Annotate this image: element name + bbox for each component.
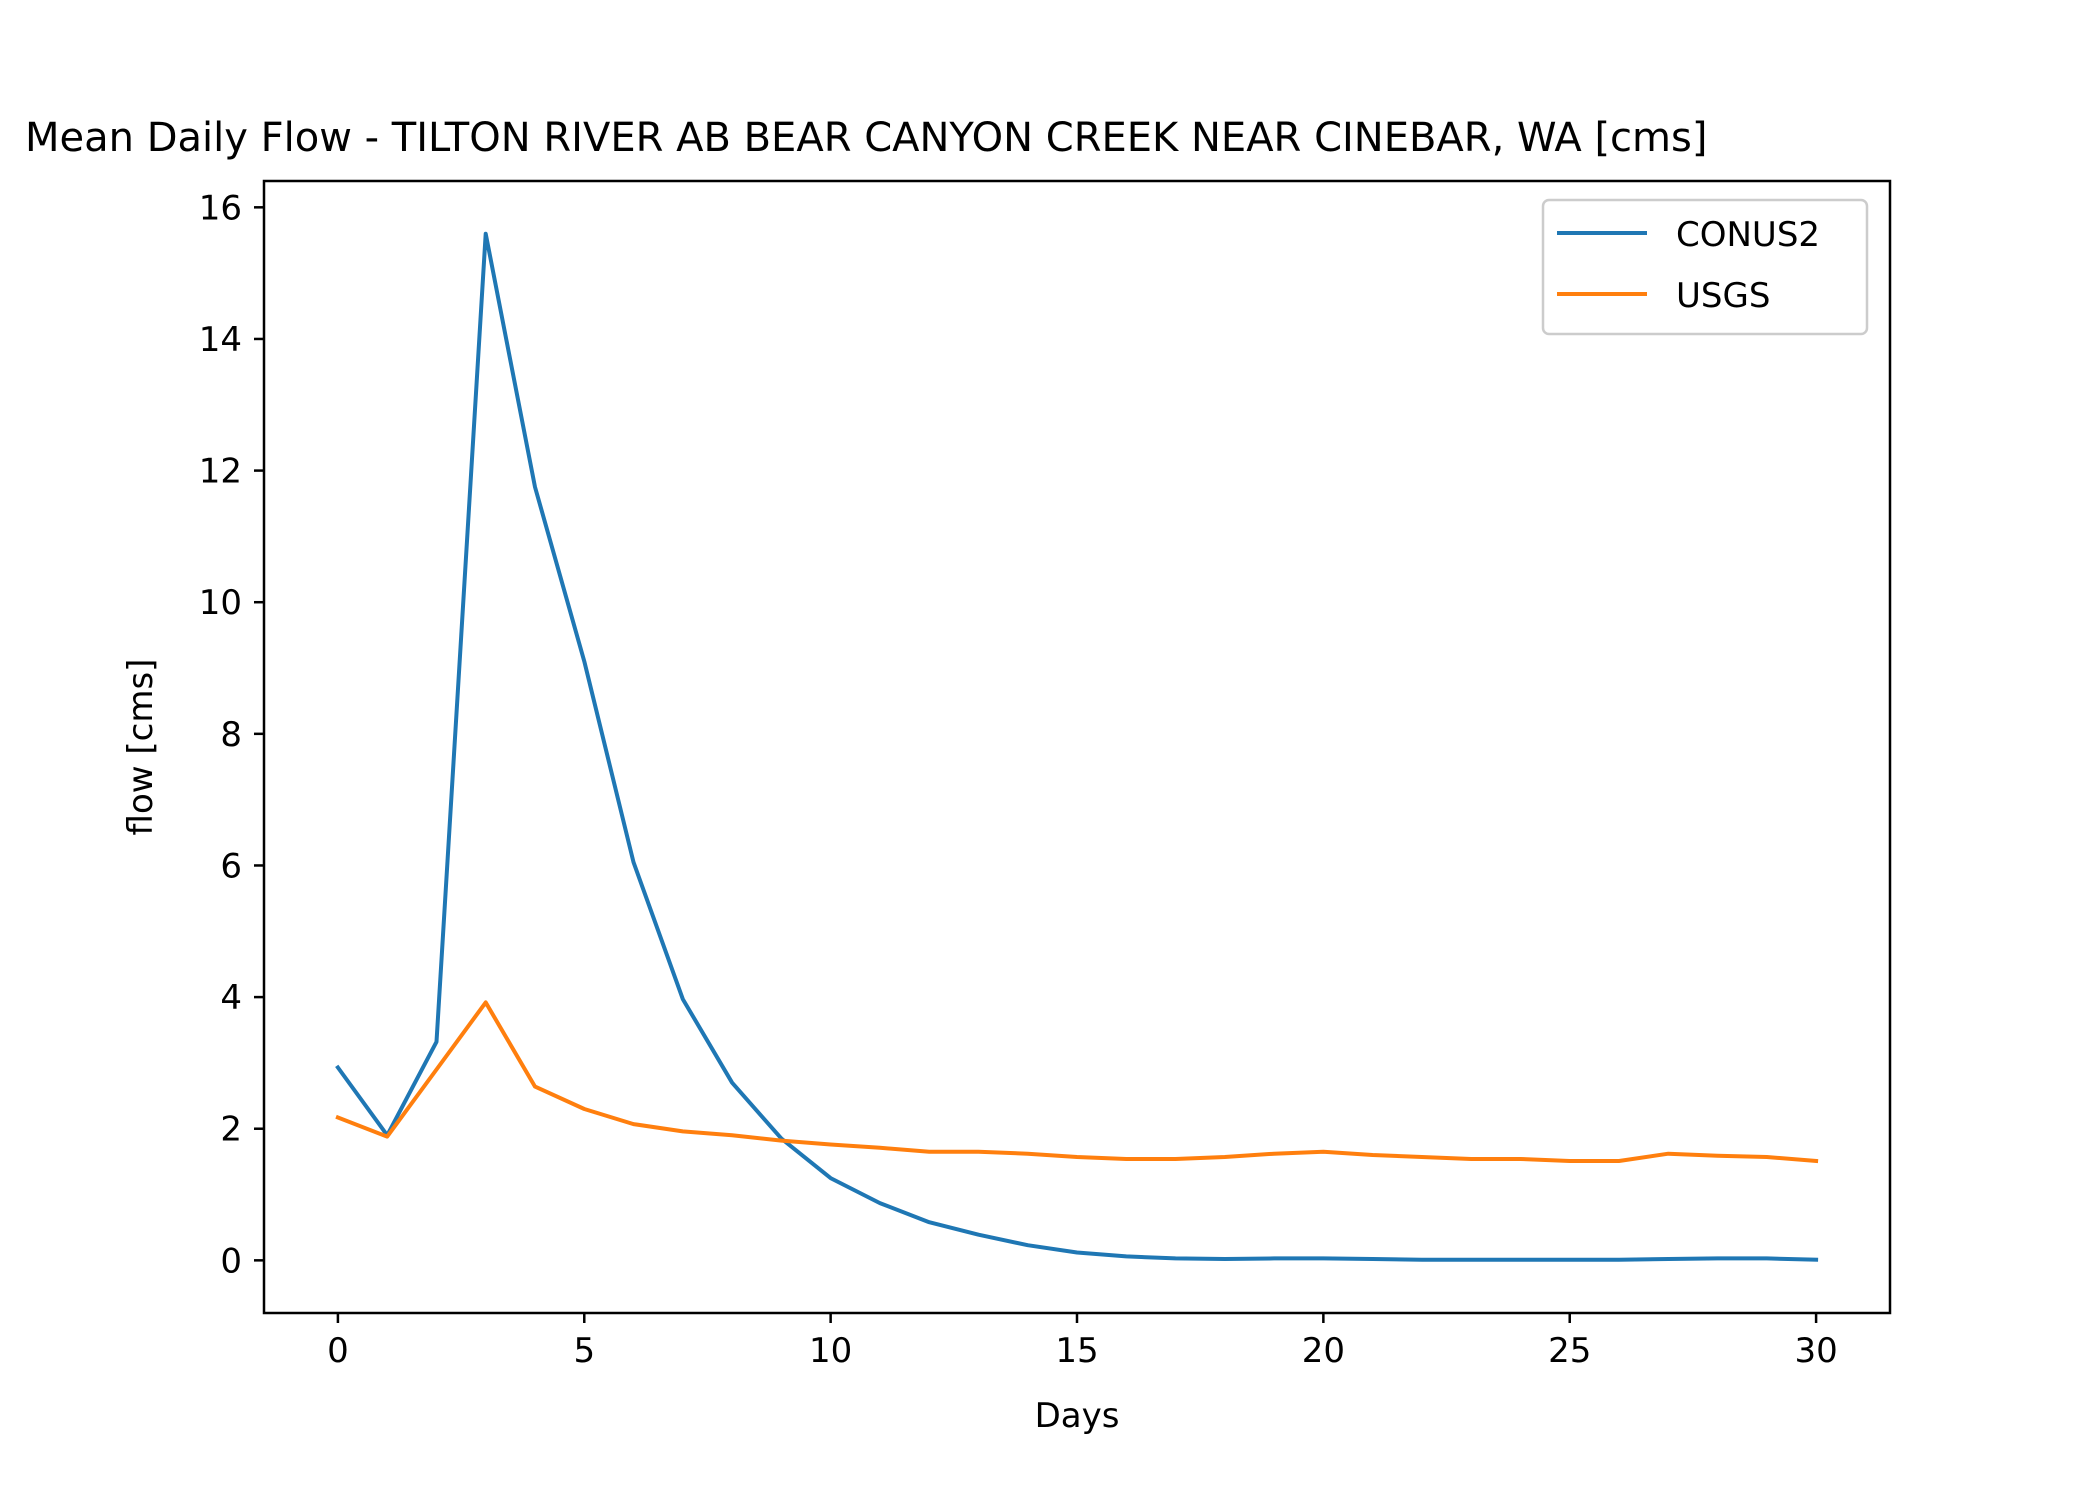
y-tick-label: 0 (220, 1241, 242, 1281)
x-tick-label: 0 (327, 1331, 349, 1371)
y-tick-label: 10 (199, 583, 242, 623)
series-line-usgs (335, 1000, 1819, 1164)
x-tick-label: 30 (1794, 1331, 1837, 1371)
x-tick-label: 10 (809, 1331, 852, 1371)
x-axis: 0 5 10 15 20 25 30 (327, 1313, 1838, 1371)
x-tick-label: 25 (1548, 1331, 1591, 1371)
x-tick-label: 5 (573, 1331, 595, 1371)
x-tick-label: 15 (1055, 1331, 1098, 1371)
legend-label-conus2: CONUS2 (1676, 215, 1820, 255)
y-tick-label: 16 (199, 188, 242, 228)
y-tick-label: 12 (199, 452, 242, 492)
legend: CONUS2 USGS (1541, 198, 1869, 336)
y-tick-label: 14 (199, 320, 242, 360)
series-layer (335, 231, 1819, 1262)
legend-label-usgs: USGS (1676, 276, 1770, 316)
y-tick-label: 6 (220, 846, 242, 886)
x-axis-label: Days (1035, 1396, 1120, 1436)
series-line-conus2 (335, 231, 1819, 1262)
y-axis-label: flow [cms] (121, 659, 161, 836)
chart-title: Mean Daily Flow - TILTON RIVER AB BEAR C… (25, 115, 1707, 161)
y-axis: 0 2 4 6 8 10 12 14 16 (199, 188, 264, 1281)
y-tick-label: 4 (220, 978, 242, 1018)
y-tick-label: 2 (220, 1110, 242, 1150)
y-tick-label: 8 (220, 715, 242, 755)
x-tick-label: 20 (1302, 1331, 1345, 1371)
